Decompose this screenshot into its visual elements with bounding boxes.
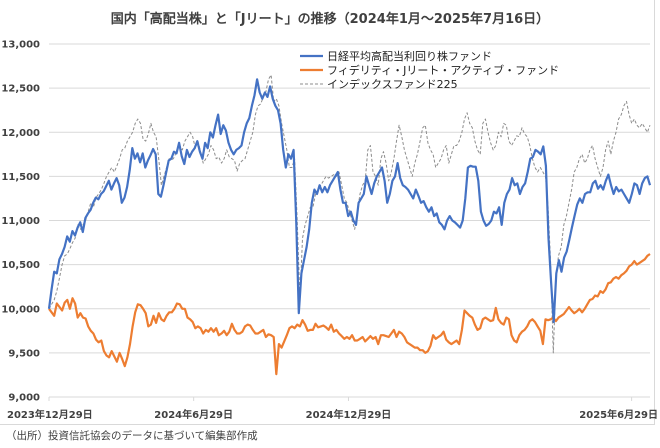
series-lines <box>47 74 652 376</box>
y-tick-label: 12,000 <box>1 128 40 139</box>
source-note: （出所）投資信託協会のデータに基づいて編集部作成 <box>6 430 258 442</box>
y-tick-label: 13,000 <box>1 40 40 51</box>
gridlines <box>49 43 650 398</box>
y-tick-label: 9,500 <box>8 348 40 359</box>
y-tick-label: 10,500 <box>1 260 40 271</box>
y-tick-label: 9,000 <box>8 393 40 404</box>
x-tick-label: 2024年12月29日 <box>306 408 392 421</box>
y-tick-label: 12,500 <box>1 84 40 95</box>
y-axis-ticks: 9,000 9,500 10,000 10,500 11,000 11,500 12,000… <box>1 40 40 404</box>
y-tick-label: 10,000 <box>1 304 40 315</box>
series-line-2 <box>48 74 651 354</box>
x-tick-label: 2023年12月29日 <box>7 408 93 421</box>
legend: 日経平均高配当利回り株ファンドフィデリティ・Jリート・アクティブ・ファンドインデ… <box>300 49 559 91</box>
x-axis-ticks: 2023年12月29日 2024年6月29日 2024年12月29日 2025年6月2… <box>7 397 658 421</box>
x-tick-label: 2024年6月29日 <box>154 408 233 421</box>
x-tick-label: 2025年6月29日 <box>579 408 658 421</box>
chart-frame <box>0 0 655 425</box>
y-tick-label: 11,500 <box>1 172 40 183</box>
legend-label: インデックスファンド225 <box>327 77 458 91</box>
y-tick-label: 11,000 <box>1 216 40 227</box>
series-line-0 <box>47 78 652 324</box>
legend-label: フィデリティ・Jリート・アクティブ・ファンド <box>327 63 559 77</box>
chart-title: 国内「高配当株」と「Jリート」の推移（2024年1月～2025年7月16日） <box>110 12 550 27</box>
series-line-1 <box>48 253 651 376</box>
legend-label: 日経平均高配当利回り株ファンド <box>327 49 492 63</box>
